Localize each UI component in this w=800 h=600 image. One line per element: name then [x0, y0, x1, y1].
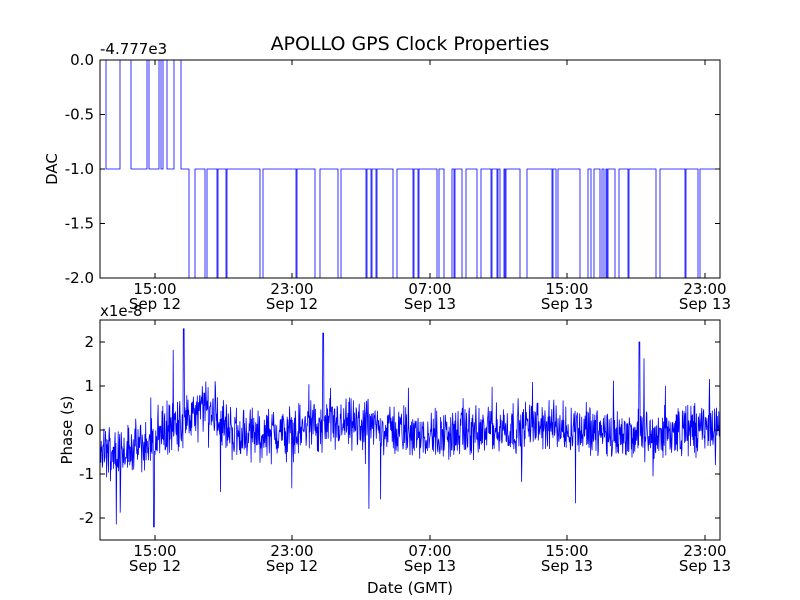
x-tick-time-label: 23:00	[270, 280, 313, 298]
phase-offset-label: x1e-8	[100, 302, 143, 320]
x-tick-time-label: 23:00	[683, 280, 726, 298]
x-tick-date-label: Sep 12	[266, 557, 318, 575]
dac-line-path	[100, 59, 720, 279]
x-tick-time-label: 15:00	[545, 280, 588, 298]
phase-line-path	[99, 328, 721, 528]
x-tick-time-label: 07:00	[408, 542, 451, 560]
y-tick-label: 0.0	[70, 51, 94, 69]
y-tick-label: -1	[79, 465, 94, 483]
phase-series-line	[99, 328, 721, 528]
dac-ylabel: DAC	[43, 153, 61, 185]
y-tick-label: 0	[84, 421, 94, 439]
x-tick-time-label: 07:00	[408, 280, 451, 298]
y-tick-label: -1.0	[65, 160, 94, 178]
x-tick-time-label: 23:00	[270, 542, 313, 560]
x-tick-time-label: 15:00	[545, 542, 588, 560]
x-tick-time-label: 15:00	[133, 280, 176, 298]
y-tick-label: -1.5	[65, 215, 94, 233]
chart-title: APOLLO GPS Clock Properties	[271, 33, 550, 55]
x-tick-date-label: Sep 13	[404, 557, 456, 575]
x-tick-date-label: Sep 13	[679, 557, 731, 575]
y-tick-label: 1	[84, 377, 94, 395]
x-tick-date-label: Sep 12	[129, 295, 181, 313]
dac-series-line	[100, 59, 720, 279]
phase-xlabel: Date (GMT)	[367, 579, 453, 597]
y-tick-label: -2.0	[65, 269, 94, 287]
x-tick-date-label: Sep 13	[541, 295, 593, 313]
y-tick-label: -2	[79, 509, 94, 527]
x-tick-date-label: Sep 13	[404, 295, 456, 313]
x-tick-time-label: 15:00	[133, 542, 176, 560]
x-tick-time-label: 23:00	[683, 542, 726, 560]
x-tick-date-label: Sep 12	[129, 557, 181, 575]
phase-ylabel: Phase (s)	[58, 395, 76, 464]
x-tick-date-label: Sep 12	[266, 295, 318, 313]
dac-offset-label: -4.777e3	[100, 40, 167, 58]
y-tick-label: -0.5	[65, 106, 94, 124]
x-tick-date-label: Sep 13	[679, 295, 731, 313]
y-tick-label: 2	[84, 333, 94, 351]
x-tick-date-label: Sep 13	[541, 557, 593, 575]
